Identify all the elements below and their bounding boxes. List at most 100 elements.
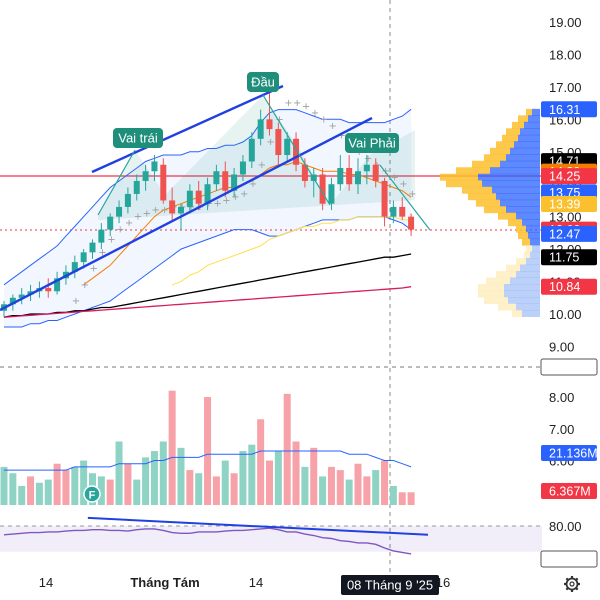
gear-icon[interactable] (564, 576, 580, 592)
parabolic-sar-dot: + (134, 212, 142, 223)
parabolic-sar-dot: + (160, 205, 168, 216)
price-badge-bg (541, 225, 597, 242)
time-axis-tick: 16 (436, 575, 450, 590)
volume-bar (168, 390, 176, 505)
candle-body (355, 171, 361, 185)
volume-profile-sell-bar (524, 251, 530, 259)
price-badge: 16.31 (541, 101, 597, 118)
price-badge-bg (541, 101, 597, 118)
candle-body (204, 184, 211, 204)
parabolic-sar-dot: + (408, 189, 416, 200)
volume-profile-buy-bar (526, 258, 540, 266)
volume-profile-sell-bar (472, 160, 500, 168)
candle-body (9, 297, 16, 305)
parabolic-sar-dot: + (231, 192, 239, 203)
volume-profile-buy-bar (530, 238, 540, 246)
volume-profile-buy-bar (506, 206, 540, 214)
volume-bar (327, 466, 335, 505)
volume-profile-sell-bar (508, 219, 522, 227)
head-shoulders-zone (98, 95, 415, 220)
financials-marker-circle[interactable] (83, 485, 101, 503)
volume-bar (9, 473, 17, 505)
volume-profile-sell-bar (496, 141, 514, 149)
candle-body (178, 206, 184, 214)
pattern-label-text: Đầu (251, 75, 275, 90)
volume-bar (363, 476, 371, 505)
volume-badge: 21.136M (541, 445, 598, 461)
parabolic-sar-dot: + (258, 160, 266, 171)
volume-profile-sell-bar (496, 271, 516, 279)
candle-body (195, 190, 202, 204)
volume-profile-sell-bar (512, 121, 524, 129)
volume-profile-sell-bar (486, 277, 510, 285)
price-badge-text: 16.31 (549, 103, 580, 117)
volume-bar (186, 470, 194, 505)
volume-bar (230, 473, 238, 505)
volume-bar (301, 466, 309, 505)
volume-bar (142, 457, 150, 505)
volume-profile-sell-bar (462, 186, 492, 194)
volume-profile-buy-bar (478, 173, 540, 181)
parabolic-sar-dot: + (90, 264, 98, 275)
volume-bar (0, 466, 8, 505)
volume-profile-buy-bar (492, 186, 540, 194)
price-badge-bg (541, 196, 597, 213)
volume-bar (310, 447, 318, 505)
candle-body (257, 119, 264, 139)
price-badge-text: 14.25 (549, 170, 580, 184)
candle-body (222, 171, 229, 191)
financials-marker[interactable]: F (83, 485, 101, 503)
rsi-badge-text: 38.29 (549, 553, 580, 567)
volume-profile-sell-bar (468, 193, 496, 201)
volume-bar (53, 463, 61, 505)
pattern-label-text: Vai Phải (348, 136, 396, 151)
candle-body (169, 200, 176, 214)
candle-body (18, 294, 25, 298)
parabolic-sar-dot: + (143, 208, 151, 219)
parabolic-sar-dot: + (151, 205, 159, 216)
volume-profile-sell-bar (518, 115, 528, 123)
volume-bar (381, 460, 389, 505)
candle-body (239, 161, 246, 175)
volume-profile-buy-bar (510, 277, 540, 285)
crosshair-date-text: 08 Tháng 9 '25 (347, 578, 433, 593)
candle-body (399, 206, 406, 217)
price-axis-tick: 17.00 (549, 80, 582, 95)
volume-profile-buy-bar (516, 271, 540, 279)
volume-profile-sell-bar (516, 225, 526, 233)
moving-average-line-4 (3, 286, 412, 318)
price-badge-bg (541, 278, 597, 295)
price-badge-text: 10.84 (549, 280, 580, 294)
candle-body (133, 180, 140, 194)
price-badge-text: 12.47 (549, 227, 580, 241)
volume-profile-sell-bar (490, 147, 510, 155)
volume-badge: 6.367M (541, 483, 597, 499)
volume-profile-sell-bar (484, 297, 508, 305)
parabolic-sar-dot: + (222, 195, 230, 206)
pattern-label-bg (247, 72, 279, 92)
time-axis-tick: Tháng Tám (130, 575, 199, 590)
crosshair-date-label: 08 Tháng 9 '25 (341, 575, 439, 595)
volume-profile-buy-bar (520, 128, 540, 136)
volume-bar (345, 479, 353, 505)
volume-bar (124, 463, 132, 505)
volume-bar (407, 492, 415, 505)
rsi-axis-tick: 80.00 (549, 519, 582, 534)
volume-profile-sell-bar (484, 154, 506, 162)
left-shoulder-slope (97, 149, 136, 216)
volume-profile-buy-bar (504, 290, 540, 298)
parabolic-sar-dot: + (98, 247, 106, 258)
rsi-trendline (87, 516, 429, 536)
volume-bar (257, 419, 265, 505)
candle-body (346, 168, 353, 185)
volume-badge-text: 6.367M (549, 485, 591, 499)
head-slope (262, 94, 331, 206)
candle-body (275, 129, 282, 156)
volume-profile-buy-bar (482, 180, 540, 188)
volume-profile-buy-bar (506, 154, 540, 162)
candle-body (186, 190, 193, 207)
volume-profile-sell-bar (440, 173, 478, 181)
pattern-label-2: Đầu (247, 72, 279, 92)
volume-badge-bg (541, 483, 597, 499)
